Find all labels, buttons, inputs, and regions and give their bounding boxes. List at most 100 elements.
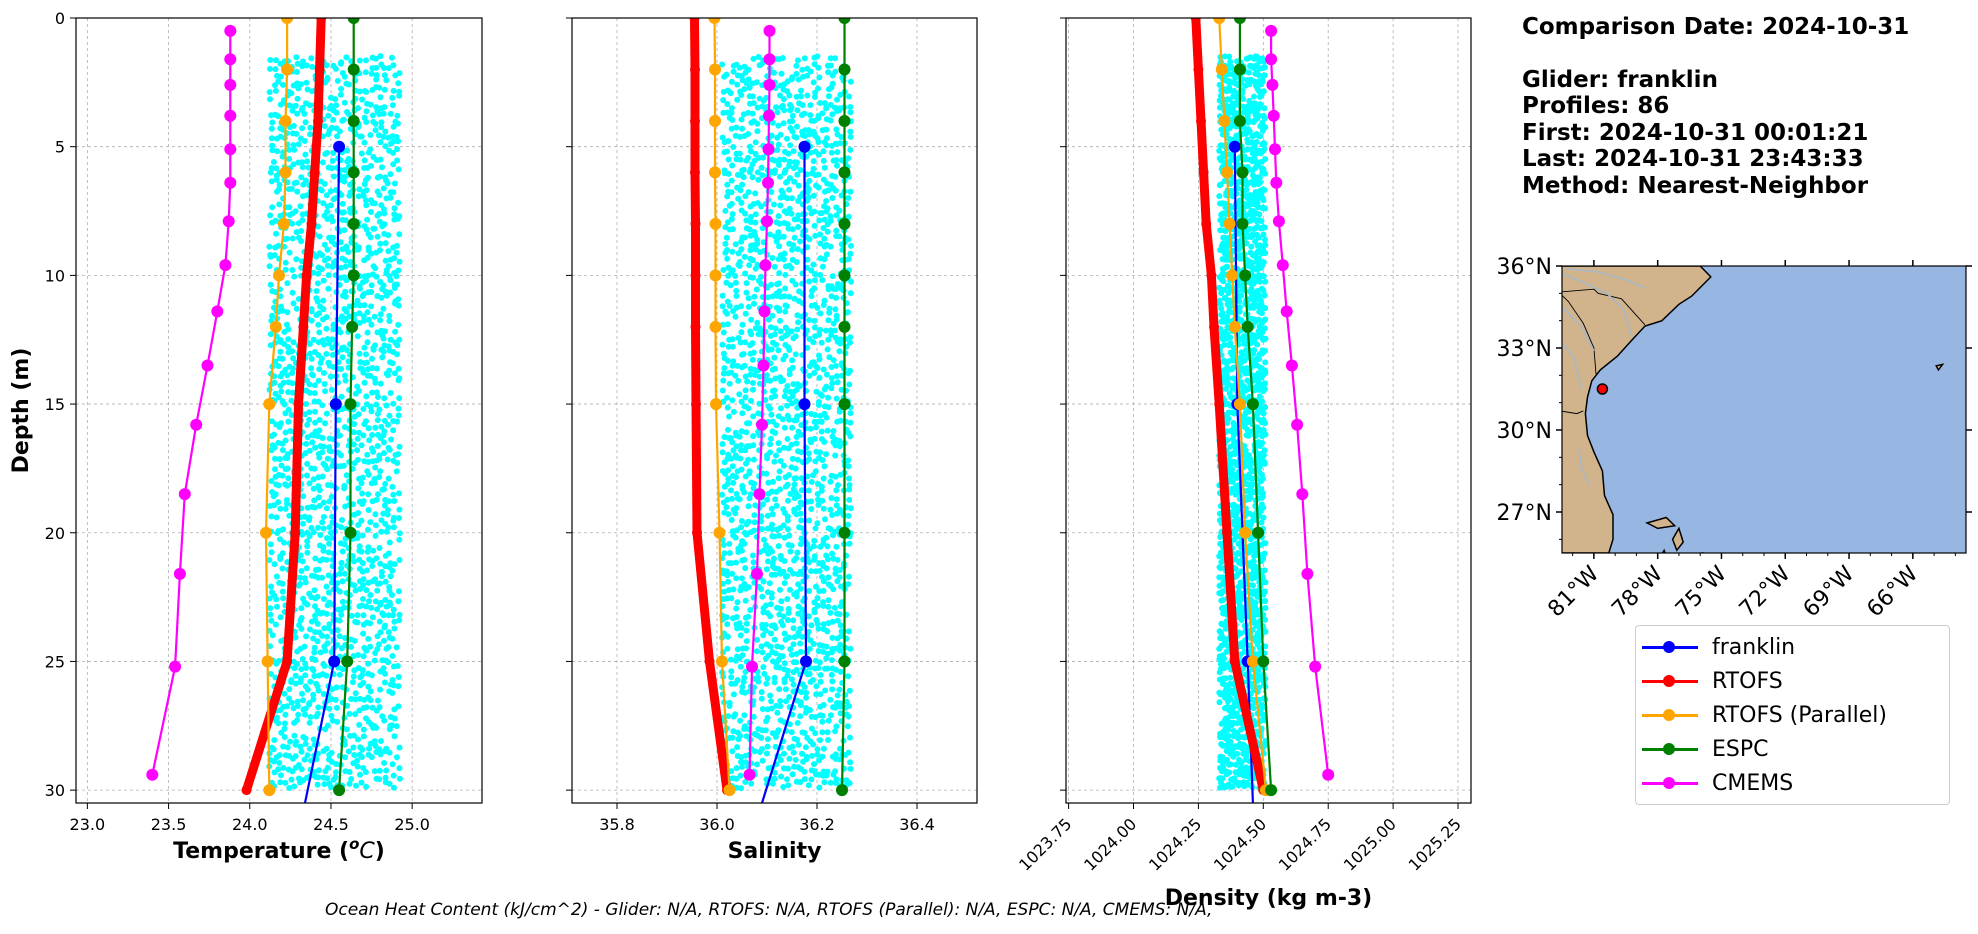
- glider-scatter-point: [324, 602, 331, 609]
- glider-scatter-point: [813, 683, 820, 690]
- glider-scatter-point: [323, 672, 330, 679]
- glider-scatter-point: [738, 547, 745, 554]
- glider-scatter-point: [749, 274, 756, 281]
- glider-scatter-point: [751, 519, 758, 526]
- glider-scatter-point: [329, 218, 336, 225]
- glider-scatter-point: [775, 543, 782, 550]
- glider-scatter-point: [827, 526, 834, 533]
- glider-scatter-point: [321, 123, 328, 130]
- glider-scatter-point: [373, 555, 380, 562]
- glider-scatter-point: [781, 630, 788, 637]
- glider-scatter-point: [737, 772, 744, 779]
- glider-scatter-point: [280, 764, 287, 771]
- glider-scatter-point: [377, 686, 384, 693]
- glider-scatter-point: [782, 686, 789, 693]
- glider-scatter-point: [750, 433, 757, 440]
- glider-scatter-point: [302, 151, 309, 158]
- glider-scatter-point: [833, 227, 840, 234]
- glider-scatter-point: [848, 242, 854, 249]
- glider-scatter-point: [323, 610, 330, 617]
- glider-scatter-point: [299, 690, 305, 697]
- glider-scatter-point: [808, 293, 815, 300]
- glider-scatter-point: [396, 231, 403, 238]
- glider-scatter-point: [820, 578, 827, 585]
- glider-scatter-point: [766, 580, 773, 587]
- glider-scatter-point: [823, 772, 830, 779]
- glider-scatter-point: [763, 718, 770, 725]
- glider-scatter-point: [276, 759, 283, 766]
- glider-scatter-point: [827, 217, 834, 224]
- series-point-cmems: [759, 259, 772, 272]
- glider-scatter-point: [390, 123, 397, 130]
- glider-scatter-point: [829, 618, 836, 625]
- glider-scatter-point: [738, 759, 744, 765]
- glider-scatter-point: [380, 612, 387, 619]
- glider-scatter-point: [724, 394, 730, 401]
- glider-scatter-point: [774, 147, 781, 153]
- glider-scatter-point: [279, 440, 286, 447]
- glider-scatter-point: [806, 177, 813, 184]
- glider-scatter-point: [395, 674, 402, 680]
- glider-scatter-point: [377, 380, 384, 387]
- glider-scatter-point: [802, 709, 809, 716]
- glider-scatter-point: [728, 517, 735, 523]
- glider-scatter-point: [348, 612, 355, 619]
- glider-scatter-point: [793, 417, 800, 424]
- glider-scatter-point: [759, 225, 766, 232]
- glider-scatter-point: [829, 195, 836, 201]
- glider-scatter-point: [321, 341, 328, 348]
- glider-scatter-point: [311, 497, 318, 504]
- glider-scatter-point: [387, 336, 394, 343]
- glider-scatter-point: [781, 293, 788, 300]
- glider-scatter-point: [320, 513, 327, 520]
- glider-scatter-point: [337, 60, 344, 67]
- glider-scatter-point: [818, 418, 825, 425]
- glider-scatter-point: [303, 62, 310, 69]
- glider-scatter-point: [380, 185, 387, 192]
- glider-scatter-point: [310, 269, 317, 276]
- glider-scatter-point: [1249, 480, 1256, 487]
- glider-scatter-point: [810, 641, 817, 647]
- glider-scatter-point: [285, 326, 292, 333]
- glider-scatter-point: [331, 173, 337, 180]
- glider-scatter-point: [738, 447, 744, 454]
- glider-scatter-point: [282, 720, 288, 727]
- glider-scatter-point: [737, 133, 743, 140]
- glider-scatter-point: [382, 670, 388, 677]
- glider-scatter-point: [330, 150, 337, 156]
- glider-scatter-point: [767, 613, 774, 620]
- glider-scatter-point: [279, 355, 286, 362]
- glider-scatter-point: [378, 517, 385, 524]
- series-point-franklin: [329, 398, 342, 411]
- glider-scatter-point: [334, 642, 341, 648]
- glider-scatter-point: [360, 612, 367, 619]
- glider-scatter-point: [722, 470, 729, 477]
- glider-scatter-point: [337, 570, 343, 577]
- glider-scatter-point: [797, 193, 804, 200]
- glider-scatter-point: [818, 339, 825, 346]
- glider-scatter-point: [728, 668, 735, 675]
- glider-scatter-point: [380, 432, 387, 439]
- glider-scatter-point: [395, 302, 402, 309]
- glider-scatter-point: [828, 671, 835, 678]
- glider-scatter-point: [328, 749, 335, 756]
- glider-scatter-point: [381, 486, 387, 493]
- glider-scatter-point: [775, 141, 782, 148]
- glider-scatter: [719, 53, 855, 792]
- glider-scatter-point: [726, 380, 733, 387]
- glider-scatter-point: [760, 501, 766, 508]
- glider-scatter-point: [729, 248, 736, 255]
- glider-scatter-point: [807, 679, 814, 685]
- glider-scatter-point: [821, 216, 828, 223]
- glider-scatter-point: [775, 440, 782, 447]
- glider-scatter-point: [268, 549, 275, 556]
- series-point-cmems: [756, 418, 768, 431]
- glider-scatter-point: [291, 146, 298, 153]
- glider-scatter-point: [290, 161, 297, 168]
- glider-scatter-point: [814, 520, 821, 527]
- glider-scatter-point: [368, 162, 374, 169]
- glider-scatter-point: [374, 233, 381, 240]
- glider-scatter-point: [745, 303, 752, 310]
- glider-scatter-point: [775, 162, 782, 168]
- glider-scatter-point: [847, 505, 854, 512]
